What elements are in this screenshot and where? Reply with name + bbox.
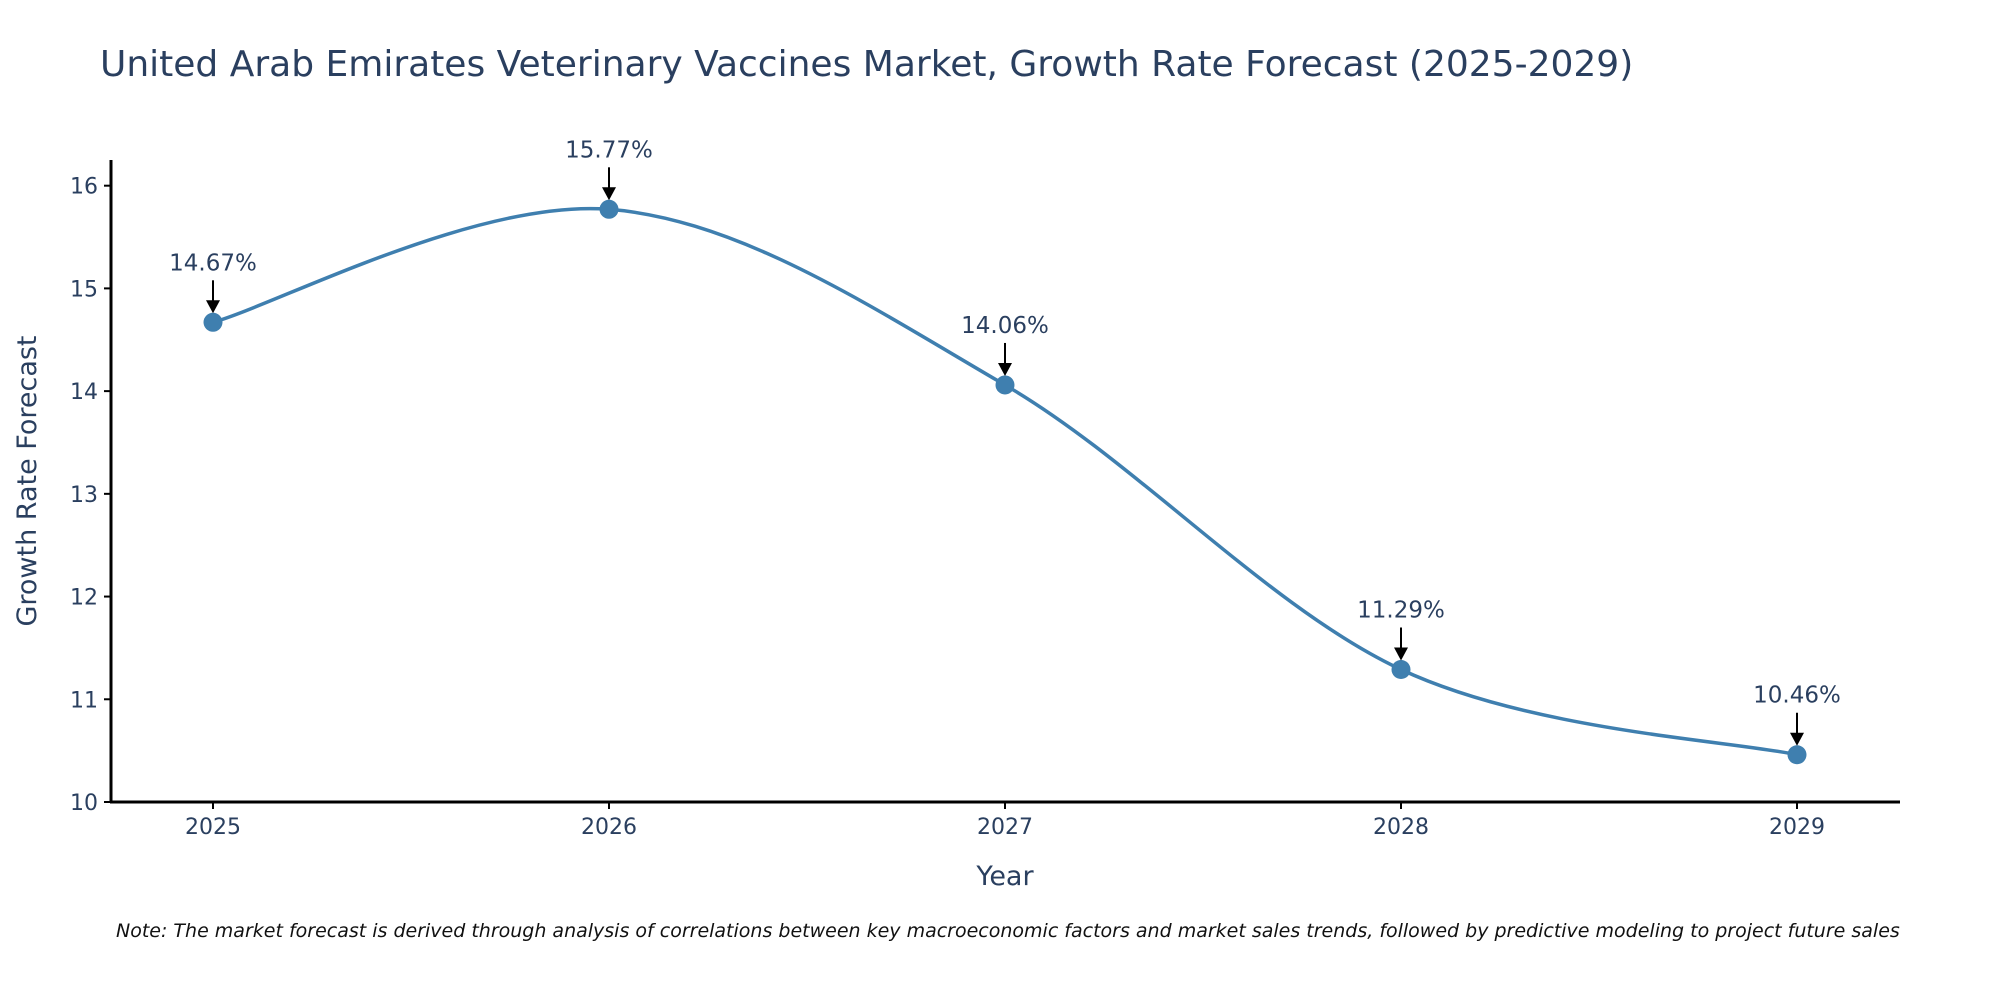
data-point [995, 375, 1015, 395]
y-tick-label: 10 [70, 791, 98, 816]
data-point [1787, 745, 1807, 765]
y-tick-label: 12 [70, 586, 98, 611]
x-axis-title: Year [975, 861, 1034, 892]
chart-title: United Arab Emirates Veterinary Vaccines… [100, 44, 1634, 85]
data-annotations: 14.67% 15.77% 14.06% 11.29% 10.46% [169, 137, 1841, 746]
annotation-arrowhead [602, 187, 616, 201]
x-tick-label: 2025 [185, 815, 241, 840]
y-axis-ticks: 10 11 12 13 14 15 16 [70, 175, 111, 816]
data-point [599, 199, 619, 219]
annotation-arrowhead [1790, 732, 1804, 746]
data-label: 14.67% [169, 250, 257, 276]
data-point [1391, 659, 1411, 679]
y-tick-label: 11 [70, 688, 98, 713]
data-point [203, 312, 223, 332]
data-points [203, 199, 1807, 765]
y-tick-label: 15 [70, 277, 98, 302]
data-label: 15.77% [565, 137, 653, 163]
data-label: 11.29% [1357, 597, 1445, 623]
annotation-arrowhead [1394, 647, 1408, 661]
series-line [212, 206, 1798, 757]
annotation-arrowhead [998, 362, 1012, 376]
data-label: 10.46% [1753, 683, 1841, 709]
y-tick-label: 14 [70, 380, 98, 405]
data-label: 14.06% [961, 313, 1049, 339]
x-tick-label: 2029 [1769, 815, 1825, 840]
footnote: Note: The market forecast is derived thr… [116, 920, 1900, 942]
y-tick-label: 13 [70, 483, 98, 508]
x-axis-ticks: 2025 2026 2027 2028 2029 [185, 802, 1825, 840]
y-axis-title: Growth Rate Forecast [12, 335, 43, 626]
x-tick-label: 2026 [581, 815, 637, 840]
x-tick-label: 2027 [977, 815, 1033, 840]
annotation-arrowhead [206, 300, 220, 314]
x-tick-label: 2028 [1373, 815, 1429, 840]
y-tick-label: 16 [70, 175, 98, 200]
